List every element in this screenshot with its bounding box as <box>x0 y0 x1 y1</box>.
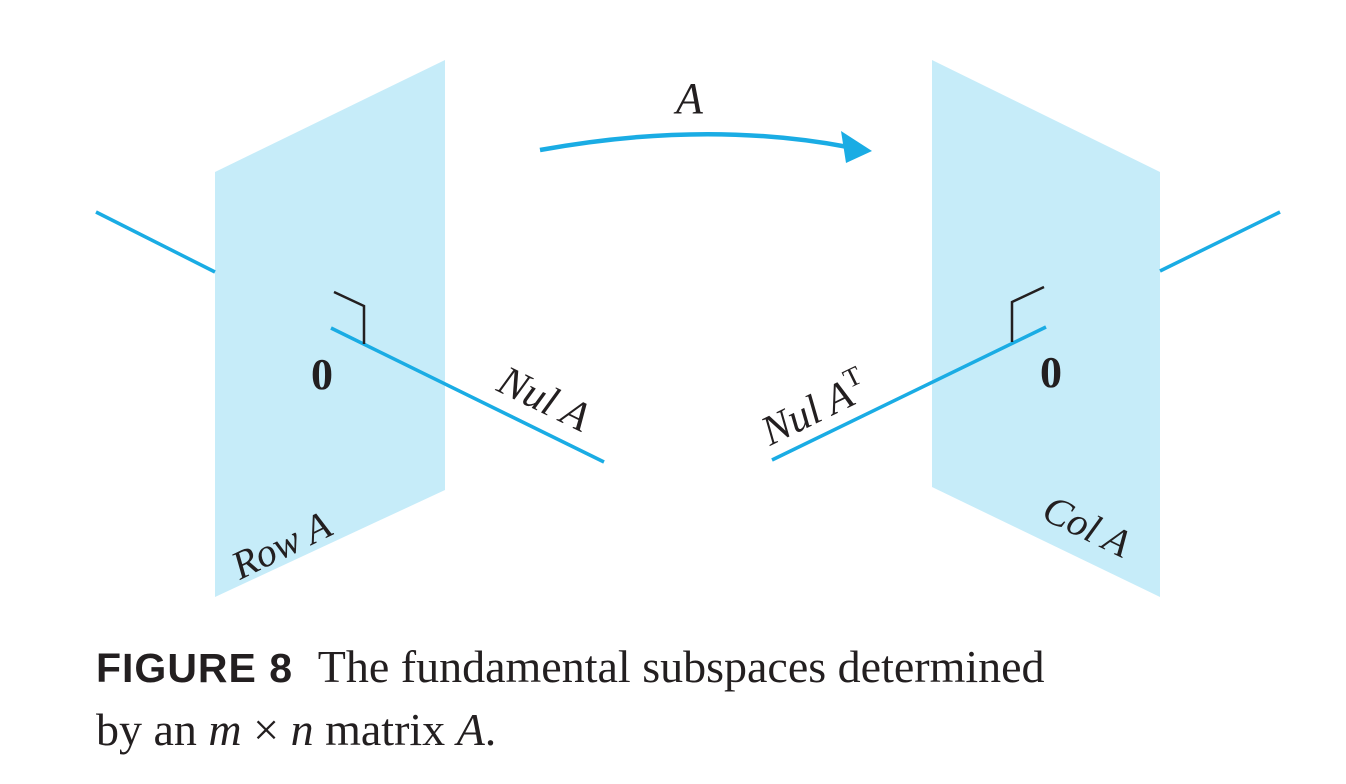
subspaces-diagram: A 0 0 Nul A Nul AT Row A Col A <box>95 60 1281 597</box>
left-right-angle-marker <box>333 290 366 344</box>
caption-line-1: FIGURE 8 The fundamental subspaces deter… <box>96 636 1316 699</box>
right-origin-label: 0 <box>1040 348 1062 397</box>
nul-at-line <box>771 325 1047 462</box>
nul-a-label: Nul A <box>490 357 598 441</box>
caption-line-2: by an m × n matrix A. <box>96 699 1316 761</box>
caption-period: . <box>484 704 497 755</box>
row-space-plane <box>215 60 445 597</box>
nul-a-line <box>330 326 605 464</box>
col-space-normal-line-right <box>1159 210 1281 273</box>
right-right-angle-marker <box>1010 285 1045 342</box>
mapping-arrowhead <box>841 131 872 163</box>
caption-n: n <box>290 704 314 755</box>
caption-text-1: The fundamental subspaces determined <box>317 641 1045 692</box>
arrow-label: A <box>673 74 704 123</box>
figure-number: FIGURE 8 <box>96 645 294 691</box>
caption-a: A <box>456 704 485 755</box>
row-space-normal-line-left <box>95 210 216 274</box>
caption-text-3: matrix <box>325 704 446 755</box>
left-origin-label: 0 <box>311 350 333 399</box>
caption-times: × <box>253 704 280 755</box>
caption-text-2: by an <box>96 704 197 755</box>
caption-m: m <box>208 704 242 755</box>
mapping-arrow <box>539 132 849 153</box>
figure-caption: FIGURE 8 The fundamental subspaces deter… <box>96 636 1316 761</box>
